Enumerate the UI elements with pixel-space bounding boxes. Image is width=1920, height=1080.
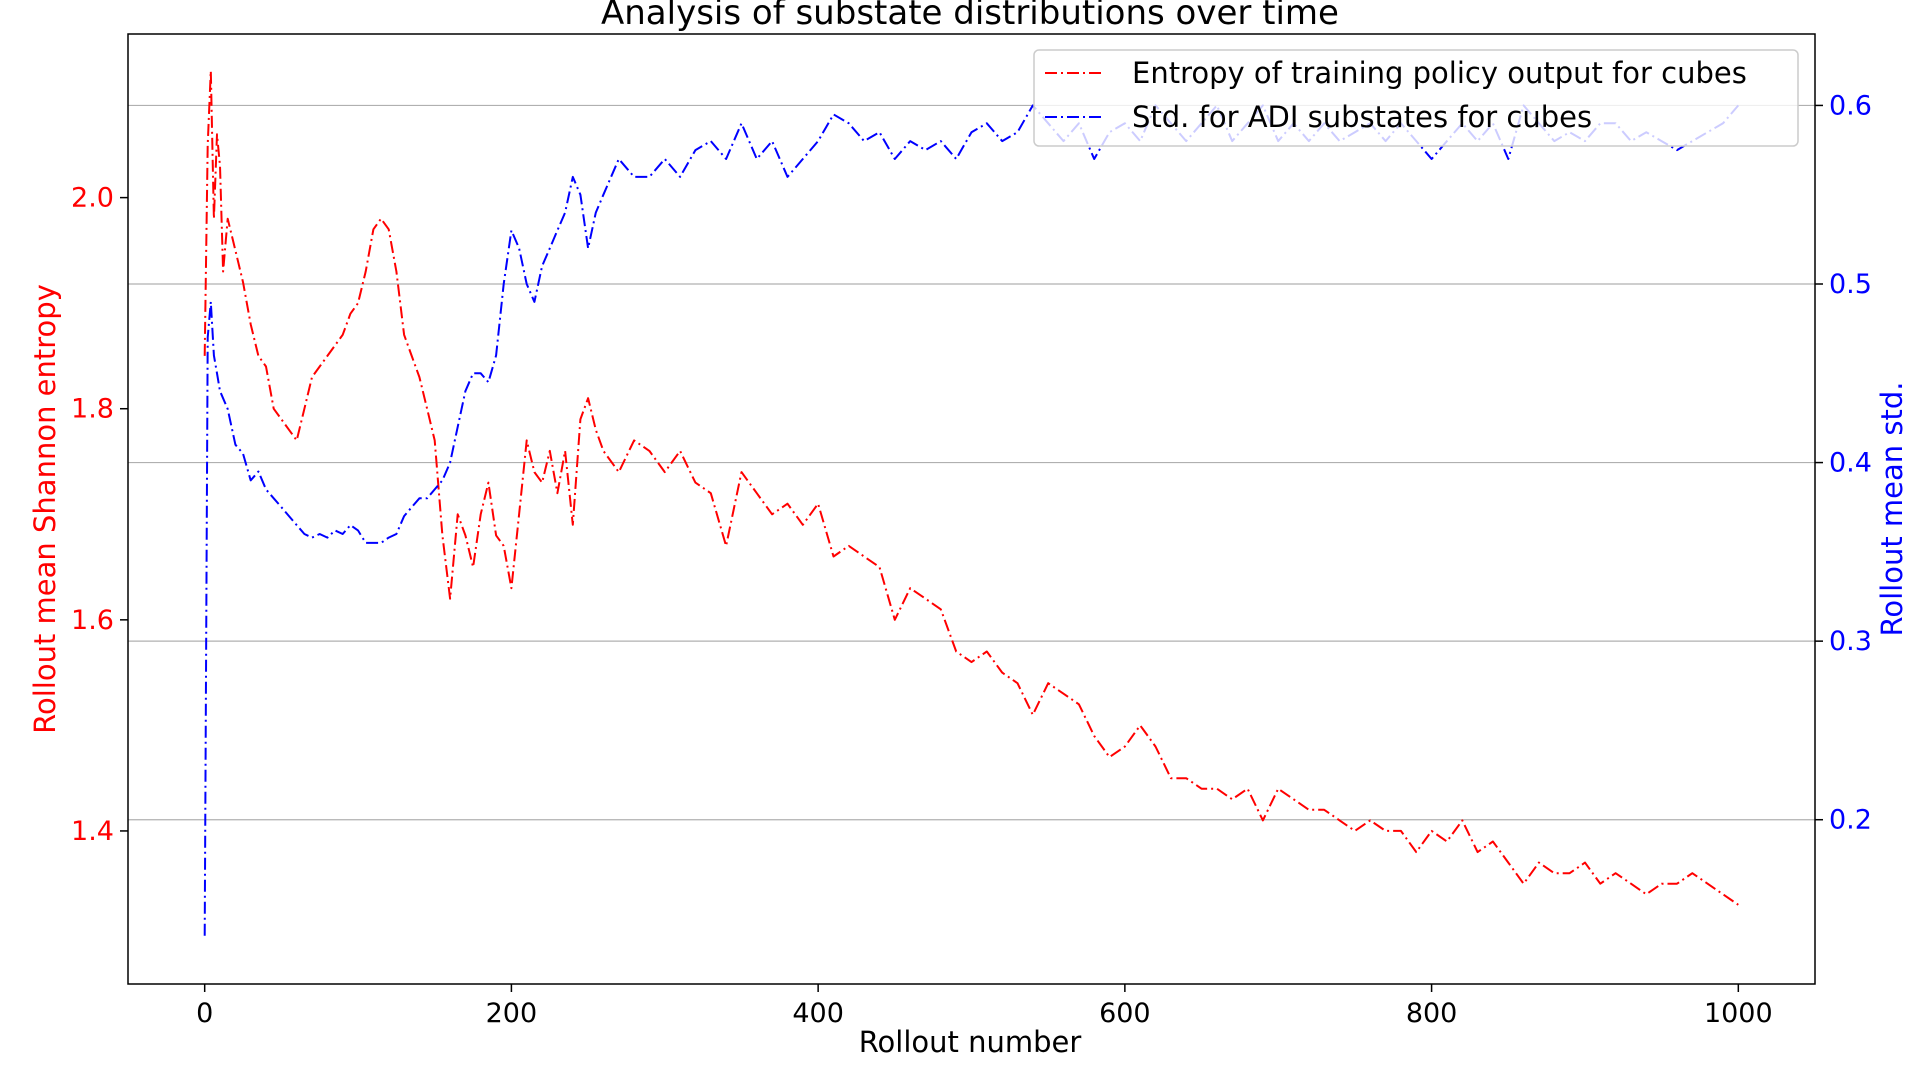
legend-label-entropy: Entropy of training policy output for cu… xyxy=(1132,56,1747,90)
right-y-tick-label: 0.5 xyxy=(1829,269,1872,300)
plot-frame xyxy=(127,33,1816,985)
left-y-tick-label: 2.0 xyxy=(71,183,114,214)
x-tick-label: 200 xyxy=(486,998,538,1029)
legend-box xyxy=(1033,49,1799,147)
x-tick-label: 400 xyxy=(792,998,844,1029)
left-y-tick-label: 1.4 xyxy=(71,816,114,847)
right-y-tick-label: 0.2 xyxy=(1829,805,1872,836)
legend: Entropy of training policy output for cu… xyxy=(1033,49,1799,147)
x-tick-label: 800 xyxy=(1406,998,1458,1029)
x-tick-label: 600 xyxy=(1099,998,1151,1029)
x-axis-label: Rollout number xyxy=(859,1025,1082,1059)
x-tick-label: 1000 xyxy=(1704,998,1773,1029)
right-y-axis: 0.2 0.3 0.4 0.5 0.6 xyxy=(1815,90,1872,836)
legend-label-std: Std. for ADI substates for cubes xyxy=(1132,100,1592,134)
right-y-tick-label: 0.3 xyxy=(1829,626,1872,657)
grid xyxy=(128,104,1815,821)
left-y-axis: 1.4 1.6 1.8 2.0 xyxy=(71,183,128,847)
left-y-tick-label: 1.8 xyxy=(71,394,114,425)
left-y-tick-label: 1.6 xyxy=(71,605,114,636)
x-axis: 0 200 400 600 800 1000 xyxy=(196,984,1773,1029)
right-y-axis-label: Rollout mean std. xyxy=(1875,382,1909,637)
right-y-tick-label: 0.6 xyxy=(1829,90,1872,121)
left-y-axis-label: Rollout mean Shannon entropy xyxy=(28,284,62,734)
x-tick-label: 0 xyxy=(196,998,213,1029)
chart-title: Analysis of substate distributions over … xyxy=(601,0,1339,33)
series-line-entropy xyxy=(203,69,1739,906)
right-y-tick-label: 0.4 xyxy=(1829,448,1872,479)
series xyxy=(203,69,1740,936)
